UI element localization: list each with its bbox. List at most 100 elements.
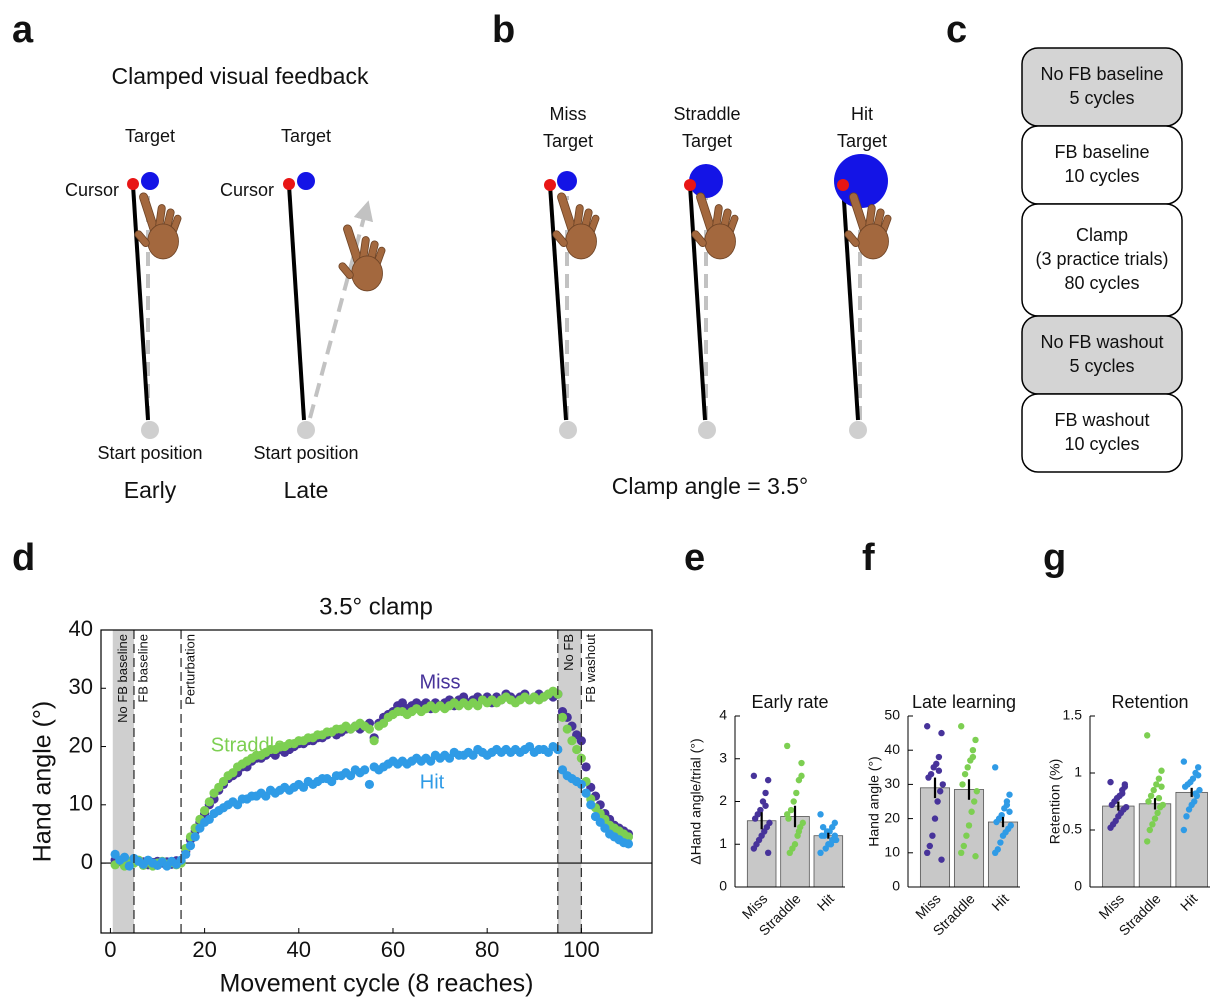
target-miss: Miss Target (543, 104, 601, 439)
subject-point (999, 832, 1007, 839)
hand-icon (691, 191, 740, 260)
subject-point (817, 811, 824, 818)
subject-point (1181, 783, 1189, 790)
data-point (119, 852, 130, 862)
y-axis-label: Hand angle (°) (866, 756, 882, 846)
y-tick-label: 40 (69, 616, 93, 641)
cursor-dot (837, 179, 849, 191)
subject-point (973, 788, 980, 795)
subject-point (958, 723, 965, 730)
target-label: Target (837, 131, 887, 151)
subject-point (993, 818, 1000, 826)
y-tick-label: 3 (719, 749, 727, 765)
subject-point (1003, 801, 1011, 809)
subject-point (750, 772, 758, 780)
chart-title: Early rate (751, 692, 828, 712)
target-straddle: Straddle Target (673, 104, 741, 439)
subject-point (1108, 801, 1116, 809)
subject-point (819, 823, 827, 831)
phase-text: (3 practice trials) (1035, 249, 1168, 269)
data-point (124, 861, 134, 871)
phase-label: FB baseline (135, 634, 150, 703)
subject-point (1006, 791, 1013, 798)
plot-area: No FB baseline FB baseline Perturbation No … (100, 629, 653, 934)
subject-point (1158, 783, 1165, 790)
cursor-dot (283, 178, 295, 190)
subject-point (786, 849, 793, 856)
subject-point (795, 828, 803, 835)
target-label: Target (125, 126, 175, 146)
y-tick-label: 30 (69, 674, 93, 699)
panel-title: Clamped visual feedback (112, 63, 369, 89)
subject-point (992, 764, 999, 771)
subject-point (1150, 786, 1157, 794)
subject-point (751, 815, 759, 822)
y-axis-label: Hand angle (°) (29, 701, 57, 862)
start-dot (559, 421, 577, 439)
cursor-path (131, 184, 150, 421)
phase-text: Clamp (1076, 225, 1128, 245)
subject-point (929, 832, 936, 839)
condition-late: Target Cursor Start position Late (220, 126, 387, 503)
panel-label: d (12, 537, 35, 579)
subject-point (964, 764, 971, 771)
x-tick-label: 60 (381, 937, 405, 962)
y-tick-label: 2 (719, 792, 727, 808)
subject-point (798, 759, 805, 767)
series-label: Hit (420, 771, 445, 793)
x-tick-label: 20 (192, 937, 216, 962)
subject-point (969, 753, 977, 761)
target-label: Target (281, 126, 331, 146)
target-label: Straddle (673, 104, 740, 124)
chart-panel: f Late learning Hand angle (°) MissStraddle… (862, 537, 1020, 939)
series-label: Straddle (211, 734, 286, 756)
subject-point (829, 836, 836, 844)
subject-point (1185, 806, 1193, 813)
start-dot (849, 421, 867, 439)
y-tick-label: 1 (1074, 764, 1082, 780)
phase-label: No FB (561, 634, 576, 671)
subject-point (925, 774, 932, 781)
y-tick-label: 0 (1074, 878, 1082, 894)
subject-point (938, 729, 945, 737)
phase-text: 5 cycles (1069, 88, 1134, 108)
subject-point (963, 832, 970, 839)
y-tick-label: 1.5 (1063, 707, 1083, 723)
subject-point (1107, 778, 1114, 786)
subject-point (1149, 821, 1156, 828)
subject-point (1192, 790, 1199, 797)
hand-icon (338, 223, 387, 292)
target-dot (297, 172, 315, 190)
x-tick-label: 100 (563, 937, 600, 962)
subject-point (959, 781, 966, 788)
phase-text: 10 cycles (1064, 166, 1139, 186)
cursor-path (841, 184, 860, 421)
target-dot (141, 172, 159, 190)
data-point (369, 736, 379, 746)
chart-panel: d 3.5° clamp Hand angle (°) Movement cycle … (12, 537, 653, 998)
subject-point (935, 753, 943, 761)
start-dot (698, 421, 716, 439)
subject-point (968, 808, 975, 815)
y-tick-label: 20 (884, 809, 900, 825)
hand-path (308, 200, 374, 419)
subject-point (1194, 772, 1202, 779)
y-tick-label: 0 (719, 878, 727, 894)
data-point (572, 744, 582, 755)
cursor-path (548, 184, 568, 421)
data-point (576, 736, 586, 746)
subject-point (939, 781, 946, 788)
x-tick-label: Hit (988, 890, 1011, 913)
bar (953, 789, 985, 888)
subject-point (818, 832, 826, 839)
cursor-path (287, 184, 306, 421)
y-tick-label: 0 (81, 849, 93, 874)
phase-text: 5 cycles (1069, 356, 1134, 376)
y-tick-label: 0.5 (1063, 821, 1083, 837)
target-dot (689, 164, 723, 198)
start-dot (297, 421, 315, 439)
subject-point (784, 811, 791, 818)
